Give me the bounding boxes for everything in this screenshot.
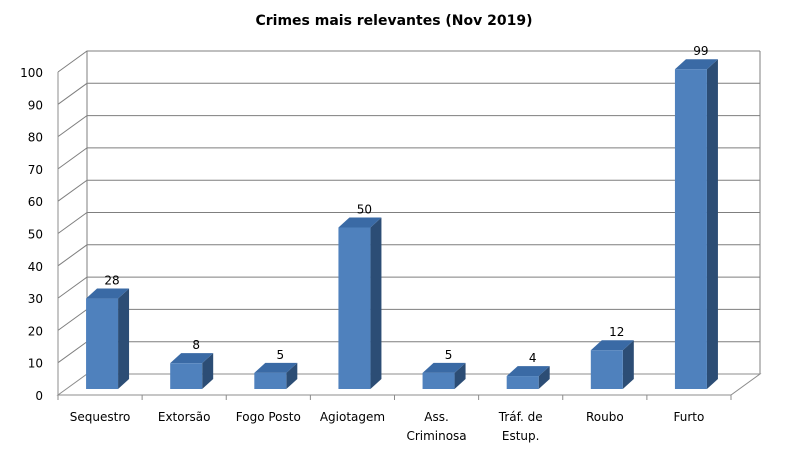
- bar-front: [674, 69, 707, 389]
- gridlines: [57, 50, 761, 374]
- bar-side: [706, 59, 718, 389]
- bar-top: [506, 366, 550, 377]
- bar-side: [286, 362, 298, 389]
- gridline: [57, 212, 760, 234]
- bar-side: [454, 362, 466, 389]
- bar-side: [202, 353, 214, 389]
- bar-top: [590, 340, 634, 351]
- y-tick-label: 80: [28, 131, 43, 145]
- gridline: [57, 147, 760, 170]
- x-tick-label: Extorsão: [158, 410, 211, 424]
- bar: [86, 288, 130, 389]
- data-label: 50: [357, 203, 372, 217]
- gridline: [57, 308, 760, 331]
- data-label: 99: [693, 44, 708, 58]
- bar-top: [86, 288, 130, 299]
- bar-top: [422, 362, 466, 373]
- bar: [506, 366, 550, 389]
- bar-front: [254, 372, 287, 389]
- x-tick-label: Roubo: [586, 410, 624, 424]
- y-tick-label: 30: [28, 292, 43, 306]
- gridline: [57, 244, 760, 267]
- y-tick-label: 0: [35, 389, 43, 403]
- y-tick-label: 40: [28, 260, 43, 274]
- y-tick-label: 20: [28, 324, 43, 338]
- y-tick-label: 70: [28, 163, 43, 177]
- chart-title: Crimes mais relevantes (Nov 2019): [255, 13, 532, 29]
- bar-front: [422, 372, 455, 389]
- x-tick-label: Ass. Criminosa: [406, 410, 466, 443]
- y-tick-label: 50: [28, 228, 43, 242]
- bar-top: [674, 59, 718, 70]
- data-label: 8: [192, 338, 200, 352]
- bars: [86, 59, 718, 389]
- gridline: [57, 82, 760, 105]
- bar: [170, 353, 214, 389]
- bar: [674, 59, 718, 389]
- y-tick-label: 90: [28, 98, 43, 112]
- y-tick-label: 10: [28, 357, 43, 371]
- data-label: 12: [609, 325, 624, 339]
- bar: [254, 362, 298, 389]
- bar: [422, 362, 466, 389]
- x-tick-label: Sequestro: [70, 410, 131, 424]
- bar: [590, 340, 634, 389]
- bar: [338, 217, 382, 389]
- bar-side: [370, 217, 382, 389]
- data-label: 5: [276, 348, 284, 362]
- bar-front: [338, 227, 371, 389]
- bar-top: [170, 353, 214, 364]
- x-tick-label: Fogo Posto: [236, 410, 301, 424]
- bar-side: [538, 366, 550, 389]
- bar-front: [170, 363, 203, 389]
- data-label: 4: [529, 351, 537, 365]
- floor-plane: [56, 373, 762, 396]
- x-tick-label: Tráf. de Estup.: [498, 410, 543, 443]
- y-tick-label: 100: [20, 66, 43, 80]
- bar-top: [338, 217, 382, 228]
- y-tick-label: 60: [28, 195, 43, 209]
- axes: [56, 72, 762, 400]
- gridline: [57, 115, 760, 138]
- x-tick-label: Agiotagem: [320, 410, 385, 424]
- bar-front: [86, 298, 119, 389]
- gridline: [57, 179, 760, 202]
- bar-side: [118, 288, 130, 389]
- x-tick-label: Furto: [674, 410, 705, 424]
- bar-top: [254, 362, 298, 373]
- bar-front: [506, 376, 539, 389]
- bar-front: [590, 350, 623, 389]
- gridline: [57, 276, 760, 299]
- labels: 0 10 20 30 40 50 60 70 80 90 100 28 Sequestro 8 Extors…: [20, 44, 708, 443]
- gridline: [57, 341, 760, 364]
- data-label: 28: [104, 274, 119, 288]
- gridline: [57, 50, 760, 73]
- bar-side: [622, 340, 634, 389]
- data-label: 5: [445, 348, 453, 362]
